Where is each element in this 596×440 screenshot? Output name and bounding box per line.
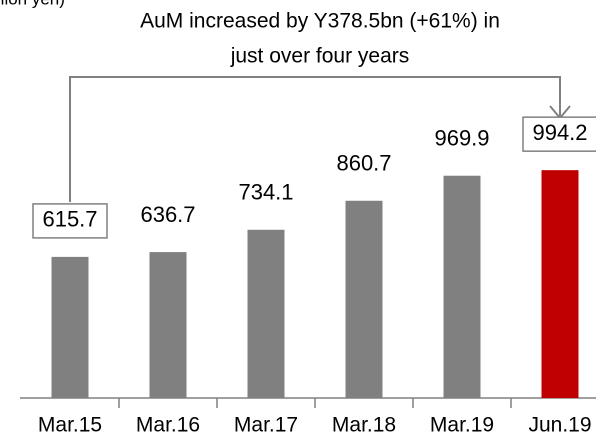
annotation: just over four years bbox=[230, 45, 410, 68]
value-label: 860.7 bbox=[336, 151, 391, 176]
bar bbox=[345, 200, 383, 398]
bar bbox=[247, 229, 285, 398]
value-label: 969.9 bbox=[434, 126, 489, 151]
annotation: AuM increased by Y378.5bn (+61%) in bbox=[140, 10, 500, 33]
x-tick-label: Jun.19 bbox=[528, 414, 591, 437]
value-label: 615.7 bbox=[42, 207, 97, 232]
label-box bbox=[522, 116, 596, 152]
value-label: 734.1 bbox=[238, 180, 293, 205]
bar bbox=[443, 175, 481, 398]
bar bbox=[541, 170, 579, 398]
x-tick-label: Mar.19 bbox=[430, 414, 494, 437]
bracket bbox=[69, 76, 561, 202]
unit-label: (billion yen) bbox=[0, 0, 65, 8]
x-tick-label: Mar.16 bbox=[136, 414, 200, 437]
bar bbox=[149, 252, 187, 398]
x-tick-label: Mar.15 bbox=[38, 414, 102, 437]
x-tick-label: Mar.18 bbox=[332, 414, 396, 437]
bar bbox=[51, 256, 89, 398]
value-label: 994.2 bbox=[532, 120, 587, 145]
x-tick-label: Mar.17 bbox=[234, 414, 298, 437]
label-box bbox=[32, 203, 108, 239]
value-label: 636.7 bbox=[140, 202, 195, 227]
